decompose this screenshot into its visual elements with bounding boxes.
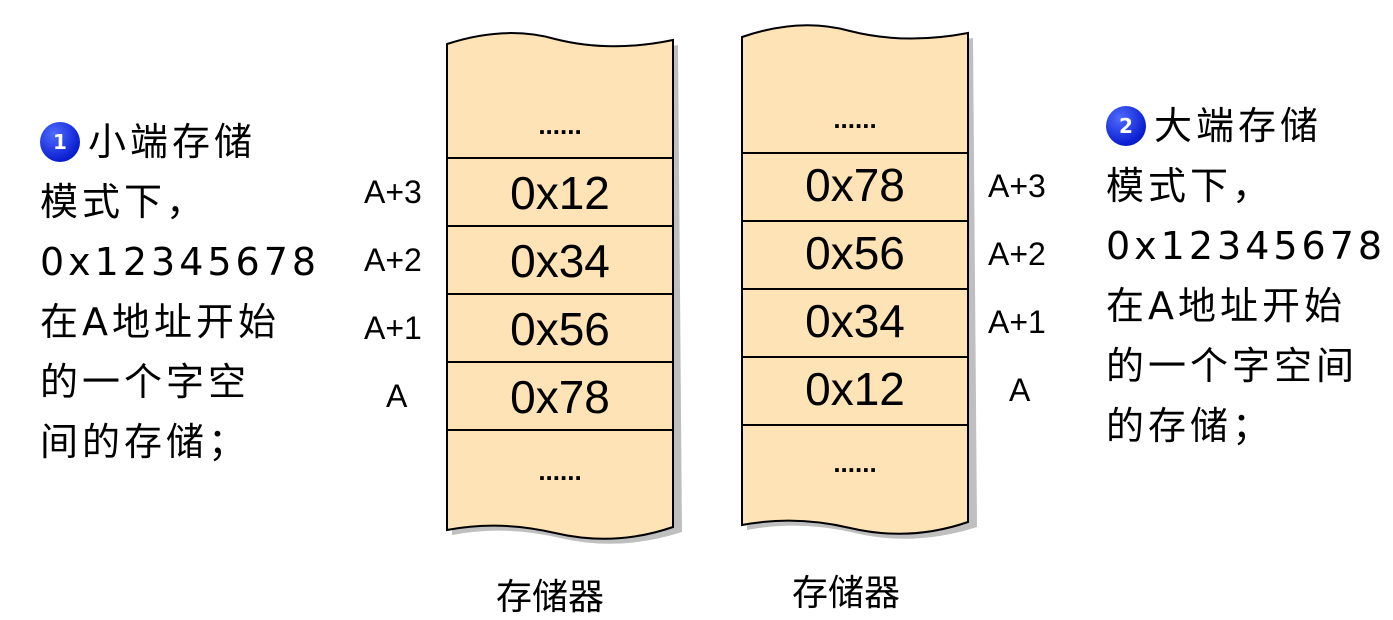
address-label: A+2 xyxy=(988,236,1046,272)
note-line-1: 1 小端存储 xyxy=(40,112,320,172)
memory-ellipsis-bottom: ...... xyxy=(833,448,877,478)
memory-cell: 0x78 xyxy=(805,159,905,211)
memory-cell: 0x56 xyxy=(510,303,610,355)
note-line-2: 模式下， xyxy=(1106,164,1275,208)
little-endian-note: 1 小端存储 模式下， 0x12345678 在A地址开始 的一个字空 间的存储； xyxy=(40,112,320,472)
memory-ellipsis-bottom: ...... xyxy=(538,456,582,486)
step-1-badge: 1 xyxy=(40,122,80,162)
note-line-6: 间的存储； xyxy=(40,420,251,464)
memory-ellipsis-top: ...... xyxy=(833,104,877,134)
address-label: A xyxy=(1009,372,1031,408)
left-memory-strip xyxy=(446,32,682,544)
note-line-6: 的存储； xyxy=(1106,404,1275,448)
note-line-5: 的一个字空间 xyxy=(1106,344,1359,388)
address-label: A+2 xyxy=(364,242,422,278)
note-line-1: 2 大端存储 xyxy=(1106,96,1386,156)
address-label: A xyxy=(386,378,408,414)
left-memory-caption: 存储器 xyxy=(496,577,605,618)
right-memory-caption: 存储器 xyxy=(792,573,901,614)
memory-cell: 0x34 xyxy=(510,235,610,287)
memory-cell: 0x78 xyxy=(510,371,610,423)
memory-cell: 0x12 xyxy=(805,363,905,415)
big-endian-note: 2 大端存储 模式下， 0x12345678 在A地址开始 的一个字空间 的存储； xyxy=(1106,96,1386,456)
address-label: A+1 xyxy=(364,310,422,346)
note-line-2: 模式下， xyxy=(40,180,209,224)
right-memory-strip xyxy=(741,24,977,539)
note-line-3: 0x12345678 xyxy=(40,240,321,284)
address-label: A+1 xyxy=(988,304,1046,340)
note-line-3: 0x12345678 xyxy=(1106,224,1387,268)
memory-cell: 0x56 xyxy=(805,227,905,279)
note-line-4: 在A地址开始 xyxy=(1106,284,1346,328)
memory-cell: 0x12 xyxy=(510,167,610,219)
memory-ellipsis-top: ...... xyxy=(538,110,582,140)
memory-cell: 0x34 xyxy=(805,295,905,347)
note-line-5: 的一个字空 xyxy=(40,360,251,404)
step-2-badge: 2 xyxy=(1106,106,1146,146)
note-line-4: 在A地址开始 xyxy=(40,300,280,344)
address-label: A+3 xyxy=(364,174,422,210)
address-label: A+3 xyxy=(988,168,1046,204)
